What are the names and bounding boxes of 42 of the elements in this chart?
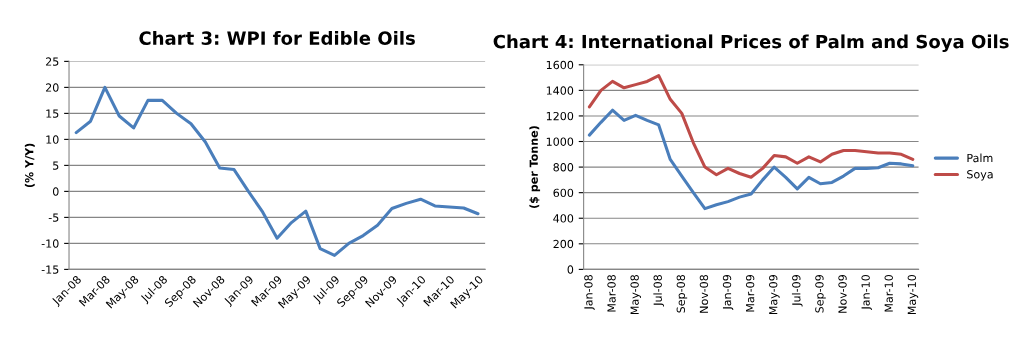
line-series xyxy=(587,108,915,211)
x-tick-label: Sep-08 xyxy=(676,275,688,313)
x-tick-label: Mar-08 xyxy=(607,275,616,312)
y-tick-label: 25 xyxy=(45,57,59,66)
y-tick-label: 0 xyxy=(52,187,59,196)
y-tick-label: -10 xyxy=(41,239,59,248)
y-tick-label: 15 xyxy=(46,109,59,118)
x-tick-label: Mar-09 xyxy=(745,275,755,312)
y-tick-label: 200 xyxy=(553,239,574,249)
chart-title: Chart 3: WPI for Edible Oils xyxy=(139,30,415,45)
y-tick-label: 600 xyxy=(553,188,574,198)
y-tick-label: 1200 xyxy=(546,111,574,121)
y-tick-label: 400 xyxy=(553,214,574,223)
x-tick-label: Jul-09 xyxy=(791,275,803,307)
x-tick-label: Sep-09 xyxy=(815,275,826,313)
y-axis-title: ($ per Tonne) xyxy=(529,126,541,208)
x-tick-label: May-08 xyxy=(630,275,641,315)
y-tick-label: 20 xyxy=(45,83,59,92)
x-tick-label: May-10 xyxy=(907,274,919,315)
y-axis-title: (% Y/Y) xyxy=(24,143,35,188)
y-tick-label: 1400 xyxy=(546,86,574,95)
x-tick-label: May-09 xyxy=(769,275,780,315)
y-tick-label: -15 xyxy=(41,265,59,274)
legend-label: Soya xyxy=(967,170,993,181)
x-tick-label: Mar-10 xyxy=(884,274,893,312)
legend-label: Palm xyxy=(967,153,993,163)
x-tick-label: Jan-09 xyxy=(722,275,734,311)
chart-title: Chart 4: International Prices of Palm and Soya Oils xyxy=(493,34,1009,53)
y-tick-label: 0 xyxy=(567,265,574,274)
line-series xyxy=(587,74,915,179)
y-tick-label: -5 xyxy=(48,213,59,222)
y-tick-label: 5 xyxy=(53,161,59,170)
x-tick-label: Nov-09 xyxy=(838,275,847,313)
x-tick-label: Jan-08 xyxy=(584,275,595,311)
y-tick-label: 1000 xyxy=(546,137,574,146)
x-tick-label: Jan-10 xyxy=(861,274,872,311)
y-tick-label: 10 xyxy=(46,135,59,144)
line-series xyxy=(74,85,480,257)
y-tick-label: 1600 xyxy=(546,60,574,70)
x-tick-label: Jul-08 xyxy=(653,275,664,307)
x-tick-label: Nov-08 xyxy=(699,275,709,313)
y-tick-label: 800 xyxy=(553,163,574,172)
